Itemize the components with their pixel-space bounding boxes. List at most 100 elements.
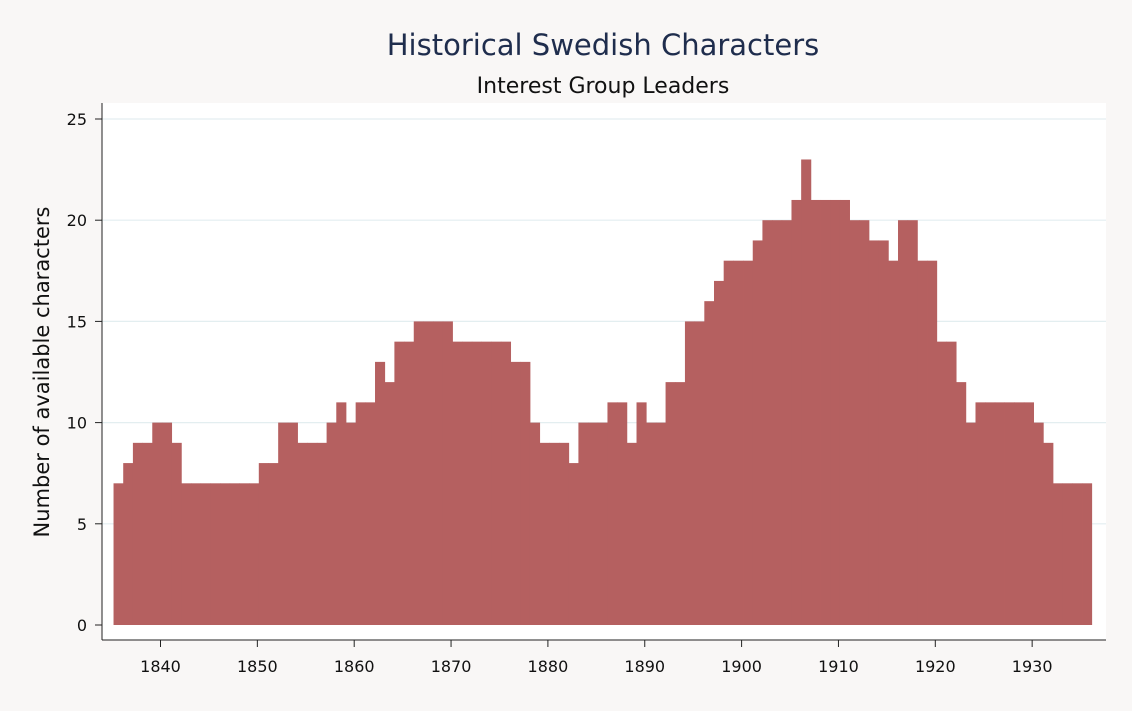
histogram-bar: [336, 402, 347, 625]
histogram-bar: [646, 422, 657, 625]
y-axis-label: Number of available characters: [30, 207, 54, 538]
histogram-bar: [249, 483, 260, 625]
histogram-bar: [345, 422, 357, 625]
histogram-bar: [588, 422, 599, 625]
histogram-bar: [491, 341, 502, 625]
histogram-bar: [801, 159, 812, 626]
histogram-bar: [617, 402, 628, 625]
histogram-bar: [520, 361, 531, 625]
histogram-bar: [965, 422, 976, 625]
histogram-bar: [229, 483, 240, 625]
histogram-bar: [878, 240, 889, 625]
histogram-bar: [898, 220, 909, 625]
histogram-bar: [394, 341, 405, 625]
histogram-bar: [694, 321, 705, 625]
histogram-bar: [830, 199, 841, 625]
histogram-bar: [152, 422, 163, 625]
histogram-bar: [917, 260, 928, 625]
y-tick-label: 10: [67, 414, 87, 433]
histogram-bar: [1043, 442, 1054, 625]
histogram-bar: [772, 220, 783, 625]
histogram-bar: [743, 260, 754, 625]
histogram-bar: [220, 483, 231, 625]
histogram-bar: [714, 280, 725, 625]
histogram-bar: [733, 260, 744, 625]
histogram-bar: [539, 442, 550, 625]
histogram-bar: [210, 483, 221, 625]
histogram-bar: [859, 220, 870, 625]
histogram-bar: [1033, 422, 1044, 625]
histogram-bar: [1004, 402, 1015, 625]
histogram-bar: [297, 442, 308, 625]
histogram-bar: [481, 341, 492, 625]
histogram-bar: [239, 483, 250, 625]
histogram-bar: [171, 442, 182, 625]
histogram-bar: [762, 220, 773, 625]
histogram-bar: [578, 422, 589, 625]
x-tick-label: 1900: [721, 657, 762, 676]
x-tick-label: 1880: [528, 657, 569, 676]
x-tick-label: 1860: [334, 657, 375, 676]
y-tick-label: 15: [67, 312, 87, 331]
histogram-bar: [607, 402, 618, 625]
histogram-bar: [1052, 483, 1064, 625]
histogram-bar: [462, 341, 473, 625]
y-axis-ticks: 0 5 10 15 20 25: [67, 110, 102, 635]
histogram-bar: [404, 341, 415, 625]
histogram-bar: [723, 260, 734, 625]
histogram-bar: [549, 442, 560, 625]
histogram-bar: [704, 301, 715, 625]
histogram-bar: [665, 382, 676, 625]
chart-title: Historical Swedish Characters: [387, 28, 819, 62]
histogram-bar: [820, 199, 831, 625]
histogram-bar: [1023, 402, 1034, 625]
histogram-bar: [1014, 402, 1025, 625]
x-tick-label: 1930: [1012, 657, 1053, 676]
histogram-bar: [529, 422, 541, 625]
histogram-bar: [433, 321, 444, 625]
x-tick-label: 1840: [140, 657, 181, 676]
y-tick-label: 5: [77, 515, 87, 534]
histogram-bar: [839, 199, 850, 625]
histogram-bar: [936, 341, 947, 625]
histogram-bar: [413, 321, 424, 625]
histogram-bar: [452, 341, 463, 625]
histogram-bar: [316, 442, 327, 625]
histogram-bar: [636, 402, 647, 625]
x-axis-ticks: 1840 1850 1860 1870 1880 1890 1900 1910 1920 1930: [140, 640, 1053, 676]
x-tick-label: 1890: [624, 657, 665, 676]
histogram-bar: [684, 321, 696, 625]
histogram-bar: [375, 361, 386, 625]
histogram-bar: [355, 402, 366, 625]
histogram-bar: [500, 341, 512, 625]
histogram-bar: [181, 483, 192, 625]
histogram-bar: [791, 199, 802, 625]
histogram-bar: [946, 341, 957, 625]
histogram-bar: [1062, 483, 1073, 625]
y-tick-label: 20: [67, 211, 87, 230]
histogram-bar: [161, 422, 173, 625]
histogram-bar: [655, 422, 666, 625]
x-tick-label: 1920: [915, 657, 956, 676]
histogram-bar: [268, 463, 279, 625]
histogram-bar: [752, 240, 763, 625]
histogram-bar: [975, 402, 986, 625]
histogram-bar: [191, 483, 202, 625]
histogram-bar: [1082, 483, 1093, 625]
histogram-bar: [868, 240, 880, 625]
histogram-bar: [849, 220, 860, 625]
histogram-bar: [258, 463, 269, 625]
histogram-bar: [423, 321, 434, 625]
x-tick-label: 1870: [431, 657, 472, 676]
histogram-bar: [123, 463, 134, 625]
histogram-bar: [1072, 483, 1083, 625]
histogram-bar: [307, 442, 318, 625]
x-tick-label: 1850: [237, 657, 278, 676]
histogram-bar: [994, 402, 1005, 625]
histogram-bar: [471, 341, 482, 625]
histogram-bar: [781, 220, 792, 625]
histogram-bar: [956, 382, 967, 625]
histogram-bar: [442, 321, 453, 625]
chart-subtitle: Interest Group Leaders: [477, 74, 730, 99]
